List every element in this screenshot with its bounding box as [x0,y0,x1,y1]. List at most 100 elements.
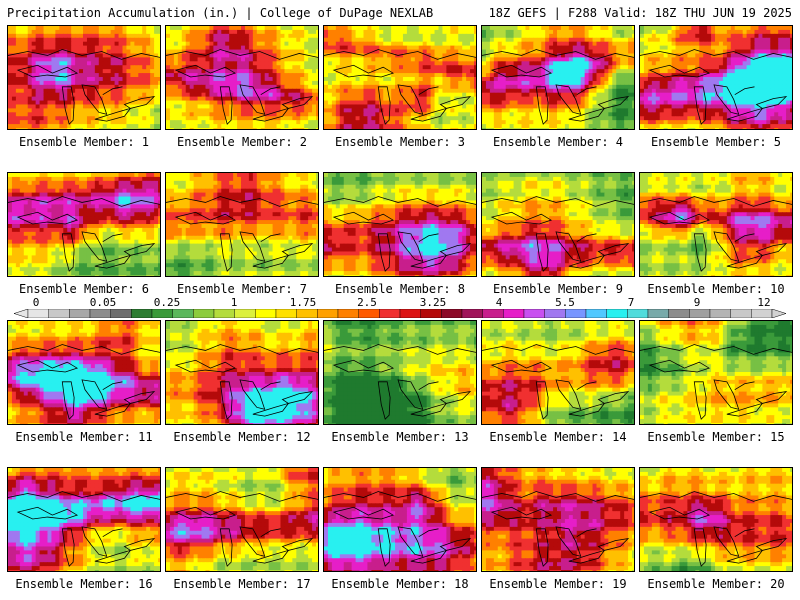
ensemble-member-map [481,25,635,130]
ensemble-member-map [481,467,635,572]
geographic-outline [377,381,391,420]
ensemble-member-label: Ensemble Member: 11 [5,430,163,444]
ensemble-member-label: Ensemble Member: 15 [637,430,795,444]
geographic-outline [397,231,424,262]
ensemble-member-map [323,320,477,425]
geographic-outline [61,381,75,420]
geographic-outline [81,84,108,115]
geographic-outline [555,231,582,262]
geographic-outline [482,49,634,60]
geographic-outline [281,96,314,109]
geographic-outline [755,538,788,551]
geographic-outline [576,86,597,96]
ensemble-member-label: Ensemble Member: 5 [637,135,795,149]
geographic-outline [16,64,79,78]
geographic-outline [734,528,755,538]
geographic-outline [568,402,606,417]
ensemble-member-map [7,172,161,277]
geographic-outline [648,211,711,225]
geographic-outline [597,391,630,404]
colorbar-tick-label: 2.5 [357,297,377,308]
colorbar-tick-label: 0.25 [154,297,181,308]
ensemble-member-map [481,320,635,425]
geographic-outline [166,344,318,355]
geographic-outline [252,402,290,417]
geographic-outline [16,211,79,225]
colorbar-segment [730,309,752,318]
colorbar-segment [606,309,628,318]
ensemble-member-label: Ensemble Member: 12 [163,430,321,444]
geographic-outline [418,381,439,391]
precip-field-map [8,468,160,571]
geographic-outline [576,381,597,391]
geographic-outline [648,359,711,373]
precip-field-map [166,26,318,129]
colorbar-tick-label: 4 [496,297,503,308]
geographic-outline [439,96,472,109]
colorbar-segment [358,309,380,318]
geographic-outline [490,506,553,520]
geographic-outline [755,391,788,404]
geographic-outline [640,196,792,207]
geographic-outline [693,86,707,125]
ensemble-member-label: Ensemble Member: 18 [321,577,479,591]
geographic-outline [174,211,237,225]
geographic-outline [734,86,755,96]
geographic-outline [377,233,391,272]
geographic-outline [102,528,123,538]
colorbar-segment [420,309,442,318]
geographic-outline [535,381,549,420]
colorbar-segment [69,309,91,318]
colorbar-tick-label: 7 [628,297,635,308]
ensemble-member-label: Ensemble Member: 10 [637,282,795,296]
geographic-outline [81,526,108,557]
precip-field-map [482,321,634,424]
geographic-outline [648,506,711,520]
colorbar-tick-label: 1.75 [290,297,317,308]
colorbar-segment [709,309,731,318]
geographic-outline [332,211,395,225]
ensemble-member-label: Ensemble Member: 6 [5,282,163,296]
geographic-outline [324,49,476,60]
geographic-outline [755,243,788,256]
geographic-outline [102,381,123,391]
ensemble-member-map [639,25,793,130]
geographic-outline [166,196,318,207]
geographic-outline [418,86,439,96]
precip-field-map [482,173,634,276]
geographic-outline [281,391,314,404]
geographic-outline [490,64,553,78]
geographic-outline [8,344,160,355]
geographic-outline [418,233,439,243]
geographic-outline [693,528,707,567]
precip-field-map [8,26,160,129]
geographic-outline [219,86,233,125]
precip-field-map [8,173,160,276]
ensemble-member-map [7,320,161,425]
precip-field-map [324,468,476,571]
geographic-outline [252,549,290,564]
colorbar-segment [172,309,194,318]
ensemble-member-label: Ensemble Member: 16 [5,577,163,591]
ensemble-member-map [639,467,793,572]
geographic-outline [734,381,755,391]
ensemble-member-map [165,467,319,572]
geographic-outline [377,528,391,567]
geographic-outline [535,86,549,125]
colorbar-tick-label: 1 [231,297,238,308]
geographic-outline [397,526,424,557]
ensemble-member-label: Ensemble Member: 13 [321,430,479,444]
geographic-outline [713,84,740,115]
colorbar-tick-label: 5.5 [555,297,575,308]
geographic-outline [94,254,132,269]
precip-field-map [166,468,318,571]
precip-field-map [324,173,476,276]
geographic-outline [102,86,123,96]
ensemble-member-map [481,172,635,277]
geographic-outline [260,86,281,96]
precip-field-map [324,26,476,129]
colorbar-strip [14,309,786,318]
geographic-outline [166,49,318,60]
ensemble-member-label: Ensemble Member: 2 [163,135,321,149]
geographic-outline [713,231,740,262]
